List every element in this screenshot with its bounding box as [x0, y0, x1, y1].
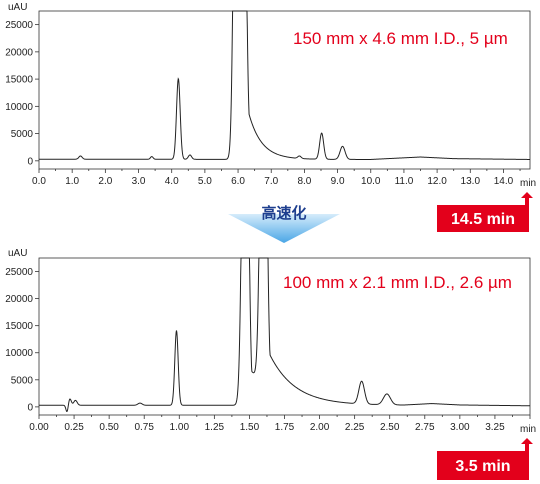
x-tick-label: 0.25 — [64, 422, 84, 433]
x-tick-label: 13.0 — [461, 176, 481, 187]
y-ticks: 0 5000 10000 15000 20000 25000 — [5, 20, 39, 167]
end-time-arrow — [521, 438, 533, 451]
y-tick-label: 20000 — [5, 294, 33, 305]
x-tick-label: 4.0 — [165, 176, 179, 187]
chromatogram-trace — [39, 257, 530, 412]
x-tick-label: 10.0 — [361, 176, 381, 187]
x-tick-label: 0.00 — [29, 422, 49, 433]
x-tick-label: 1.25 — [205, 422, 225, 433]
y-axis-unit: uAU — [8, 2, 27, 13]
x-tick-label: 9.0 — [331, 176, 345, 187]
x-tick-label: 1.50 — [240, 422, 260, 433]
y-tick-label: 15000 — [5, 75, 33, 86]
x-axis-unit: min — [520, 424, 536, 435]
x-tick-label: 1.75 — [275, 422, 295, 433]
chart-panel-top: uAU min 0 5000 10000 15000 20000 25000 0.0 1.0… — [5, 2, 536, 232]
y-tick-label: 5000 — [11, 375, 34, 386]
y-tick-label: 10000 — [5, 102, 33, 113]
x-tick-label: 5.0 — [198, 176, 212, 187]
y-ticks: 0 5000 10000 15000 20000 25000 — [5, 267, 39, 413]
chromatogram-trace — [39, 10, 531, 160]
x-tick-label: 14.0 — [494, 176, 514, 187]
x-tick-label: 1.0 — [65, 176, 79, 187]
speedup-label: 高速化 — [261, 204, 306, 222]
y-tick-label: 5000 — [11, 129, 34, 140]
x-tick-label: 6.0 — [231, 176, 245, 187]
y-tick-label: 20000 — [5, 47, 33, 58]
x-ticks: 0.00 0.25 0.50 0.75 1.00 1.25 1.50 1.75 2.00 2.25… — [29, 415, 531, 433]
y-tick-label: 25000 — [5, 267, 33, 278]
x-tick-label: 0.75 — [134, 422, 154, 433]
column-condition-label: 150 mm x 4.6 mm I.D., 5 µm — [293, 29, 508, 48]
x-tick-label: 2.25 — [345, 422, 365, 433]
down-arrow-icon — [228, 214, 340, 243]
run-time-badge — [437, 451, 529, 480]
x-tick-label: 0.0 — [32, 176, 46, 187]
y-tick-label: 10000 — [5, 348, 33, 359]
y-tick-label: 15000 — [5, 321, 33, 332]
y-tick-label: 0 — [27, 402, 33, 413]
speedup-arrow: 高速化 — [228, 204, 340, 243]
x-tick-label: 12.0 — [427, 176, 447, 187]
y-axis-unit: uAU — [8, 248, 27, 259]
x-tick-label: 11.0 — [395, 176, 414, 187]
x-tick-label: 2.50 — [380, 422, 400, 433]
x-tick-label: 3.25 — [485, 422, 505, 433]
column-condition-label: 100 mm x 2.1 mm I.D., 2.6 µm — [283, 273, 512, 292]
x-tick-label: 2.0 — [98, 176, 112, 187]
x-tick-label: 2.00 — [310, 422, 330, 433]
x-tick-label: 0.50 — [99, 422, 119, 433]
x-tick-label: 2.75 — [415, 422, 435, 433]
x-tick-label: 3.00 — [450, 422, 470, 433]
x-tick-label: 1.00 — [170, 422, 190, 433]
x-tick-label: 8.0 — [297, 176, 311, 187]
end-time-arrow — [521, 192, 533, 205]
run-time-label: 14.5 min — [451, 211, 515, 228]
x-axis-unit: min — [520, 178, 536, 189]
run-time-label: 3.5 min — [455, 458, 510, 475]
x-tick-label: 7.0 — [264, 176, 278, 187]
y-tick-label: 25000 — [5, 20, 33, 31]
x-ticks: 0.0 1.0 2.0 3.0 4.0 5.0 6.0 7.0 8.0 9.0 10.0 11.0 12… — [32, 169, 521, 187]
x-tick-label: 3.0 — [132, 176, 146, 187]
y-tick-label: 0 — [27, 156, 33, 167]
plot-frame — [38, 10, 531, 170]
run-time-badge — [437, 205, 529, 232]
